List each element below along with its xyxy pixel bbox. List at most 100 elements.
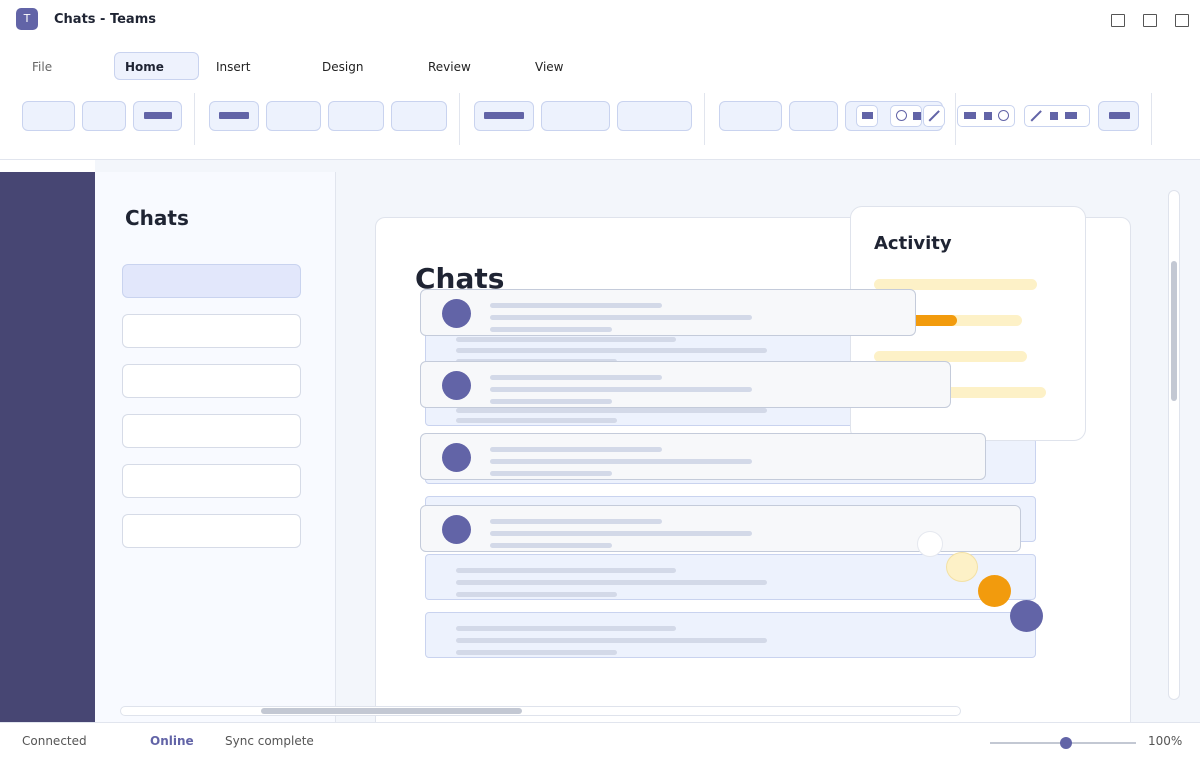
shape-set-button[interactable]: [957, 105, 1015, 127]
ribbon-button[interactable]: [474, 101, 534, 131]
menu-home[interactable]: Home: [114, 52, 199, 80]
chat-list-item[interactable]: [122, 264, 301, 298]
placeholder-line: [490, 315, 752, 320]
app-rail: [0, 172, 95, 722]
chat-list-item[interactable]: [122, 464, 301, 498]
menu-bar: File Home Insert Design Review View: [0, 52, 1200, 82]
close-button[interactable]: [1175, 14, 1189, 27]
placeholder-line: [456, 408, 767, 413]
placeholder-line: [456, 626, 676, 631]
ribbon-button[interactable]: [82, 101, 126, 131]
avatar: [442, 371, 471, 400]
placeholder-line: [456, 650, 617, 655]
ribbon-button[interactable]: [541, 101, 610, 131]
avatar: [442, 443, 471, 472]
menu-design[interactable]: Design: [322, 60, 364, 74]
placeholder-line: [490, 303, 662, 308]
menu-file[interactable]: File: [32, 60, 53, 74]
placeholder-line: [456, 418, 617, 423]
placeholder-line: [456, 337, 676, 342]
rectangle-icon: [964, 112, 976, 119]
placeholder-line: [456, 568, 676, 573]
chat-list-item[interactable]: [122, 514, 301, 548]
ribbon-button-icon: [219, 112, 249, 119]
chat-list-item[interactable]: [122, 314, 301, 348]
line-icon: [928, 110, 940, 122]
zoom-level: 100%: [1148, 734, 1183, 748]
ribbon-button[interactable]: [617, 101, 692, 131]
ribbon-toolbar: [0, 88, 1200, 160]
horizontal-scrollbar[interactable]: [120, 706, 961, 716]
ribbon-button-icon: [1109, 112, 1130, 119]
activity-bar: [874, 351, 1027, 362]
ribbon-button-icon: [484, 112, 524, 119]
placeholder-line: [490, 531, 752, 536]
placeholder-line: [490, 543, 612, 548]
ribbon-divider: [459, 93, 460, 145]
window-title: Chats - Teams: [54, 12, 156, 27]
title-bar: T Chats - Teams: [0, 0, 1200, 42]
placeholder-line: [490, 375, 662, 380]
placeholder-line: [490, 399, 612, 404]
ribbon-button[interactable]: [22, 101, 75, 131]
zoom-slider-thumb[interactable]: [1060, 737, 1072, 749]
chat-list-item[interactable]: [122, 414, 301, 448]
ribbon-button-icon: [144, 112, 172, 119]
ribbon-button[interactable]: [1098, 101, 1139, 131]
ribbon-divider: [955, 93, 956, 145]
activity-bar: [874, 387, 1046, 398]
chat-preview-card[interactable]: [420, 289, 916, 336]
ellipse-rectangle-button[interactable]: [890, 105, 922, 127]
avatar: [442, 515, 471, 544]
horizontal-scroll-thumb[interactable]: [261, 708, 522, 714]
ribbon-button[interactable]: [133, 101, 182, 131]
placeholder-line: [456, 348, 767, 353]
ellipse-icon: [896, 110, 907, 121]
placeholder-line: [490, 471, 612, 476]
chat-preview-card[interactable]: [420, 433, 986, 480]
activity-title: Activity: [874, 233, 952, 254]
menu-review[interactable]: Review: [428, 60, 471, 74]
ribbon-button[interactable]: [789, 101, 838, 131]
shape-set-button[interactable]: [1024, 105, 1090, 127]
placeholder-line: [456, 580, 767, 585]
menu-view[interactable]: View: [535, 60, 564, 74]
vertical-scroll-thumb[interactable]: [1171, 261, 1177, 401]
avatar: [442, 299, 471, 328]
ribbon-button[interactable]: [209, 101, 259, 131]
line-icon: [1030, 110, 1042, 122]
status-dot: [946, 552, 978, 582]
vertical-scrollbar[interactable]: [1168, 190, 1180, 700]
square-icon: [984, 112, 992, 120]
menu-insert[interactable]: Insert: [216, 60, 251, 74]
placeholder-line: [490, 519, 662, 524]
placeholder-line: [456, 592, 617, 597]
chat-list-item[interactable]: [122, 364, 301, 398]
status-dot: [978, 575, 1011, 607]
square-icon: [913, 112, 921, 120]
maximize-button[interactable]: [1143, 14, 1157, 27]
chat-preview-card[interactable]: [420, 361, 951, 408]
rectangle-shape-button[interactable]: [856, 105, 878, 127]
status-dot: [917, 531, 943, 557]
line-shape-button[interactable]: [923, 105, 945, 127]
placeholder-line: [490, 459, 752, 464]
status-dot: [1010, 600, 1043, 632]
ribbon-button[interactable]: [328, 101, 384, 131]
ribbon-button[interactable]: [266, 101, 321, 131]
ribbon-divider: [194, 93, 195, 145]
message-row[interactable]: [425, 612, 1036, 658]
message-row[interactable]: [425, 554, 1036, 600]
ribbon-divider: [704, 93, 705, 145]
placeholder-line: [456, 638, 767, 643]
ribbon-divider: [1151, 93, 1152, 145]
ribbon-button[interactable]: [719, 101, 782, 131]
chat-list-title: Chats: [125, 206, 189, 230]
ribbon-button[interactable]: [391, 101, 447, 131]
placeholder-line: [490, 447, 662, 452]
status-bar: Connected Online Sync complete 100%: [0, 722, 1200, 760]
presence-status[interactable]: Online: [150, 734, 194, 748]
sync-status: Sync complete: [225, 734, 314, 748]
minimize-button[interactable]: [1111, 14, 1125, 27]
ellipse-icon: [998, 110, 1009, 121]
